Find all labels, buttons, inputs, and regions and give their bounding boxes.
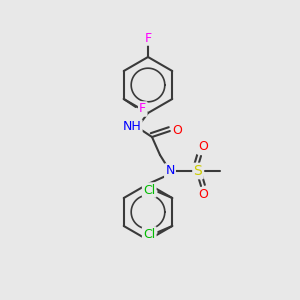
Text: Cl: Cl: [143, 227, 155, 241]
Text: O: O: [198, 140, 208, 154]
Text: N: N: [165, 164, 175, 178]
Text: O: O: [172, 124, 182, 137]
Text: O: O: [198, 188, 208, 202]
Text: F: F: [144, 32, 152, 44]
Text: Cl: Cl: [143, 184, 155, 196]
Text: F: F: [139, 103, 146, 116]
Text: S: S: [194, 164, 202, 178]
Text: NH: NH: [123, 121, 141, 134]
